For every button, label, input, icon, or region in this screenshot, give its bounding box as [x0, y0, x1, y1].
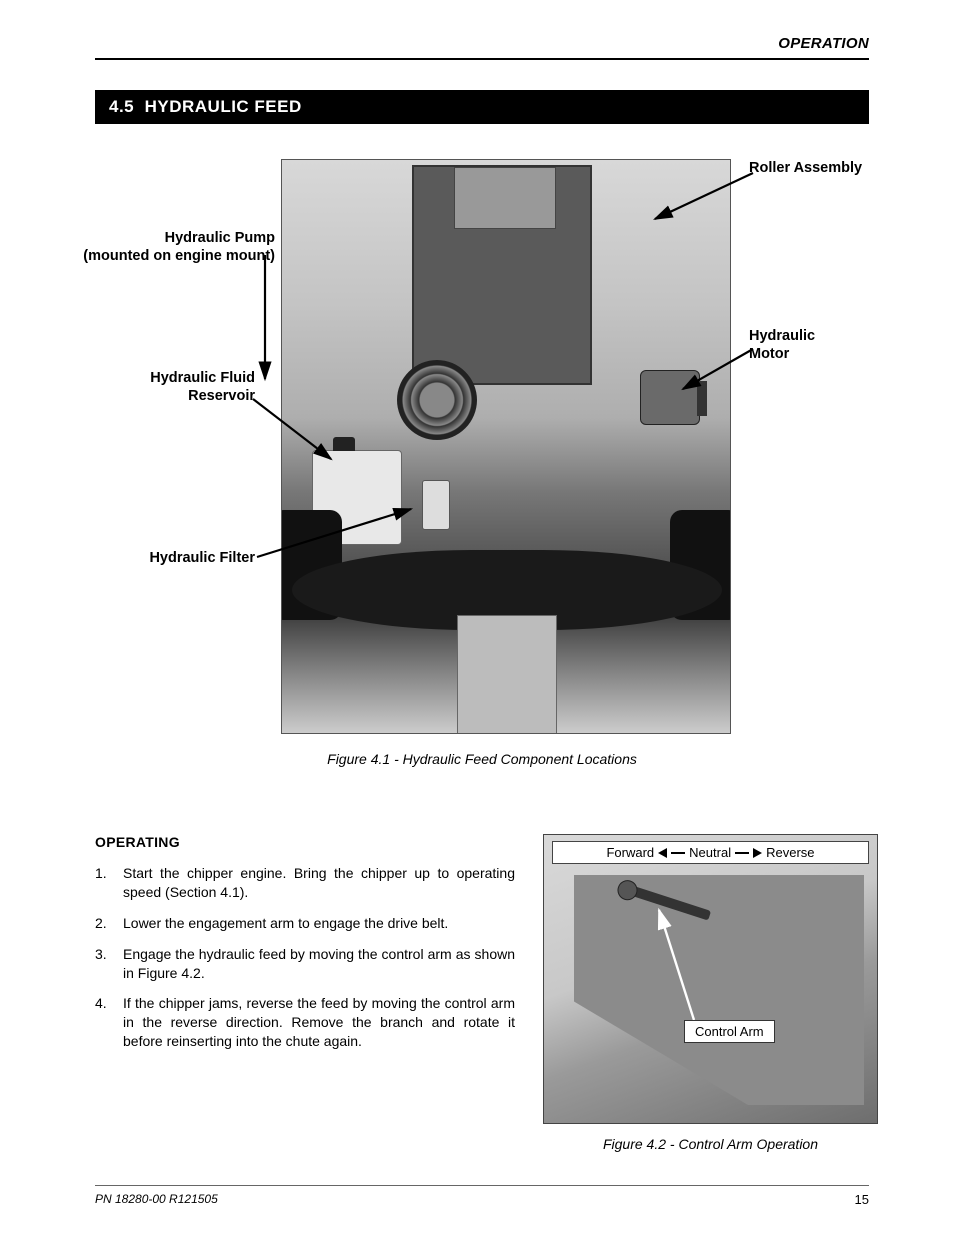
figure-2-photo: Forward Neutral Reverse Control Arm — [543, 834, 878, 1124]
page-footer: PN 18280-00 R121505 15 — [95, 1185, 869, 1207]
figure-2-caption: Figure 4.2 - Control Arm Operation — [543, 1136, 878, 1152]
callout-hydraulic-motor-l1: Hydraulic — [749, 327, 869, 345]
header-section-label: OPERATION — [95, 35, 869, 52]
operating-step: If the chipper jams, reverse the feed by… — [95, 994, 515, 1051]
section-number: 4.5 — [109, 97, 134, 116]
figure-2-column: Forward Neutral Reverse Control Arm Figu… — [543, 834, 878, 1152]
operating-step: Start the chipper engine. Bring the chip… — [95, 864, 515, 902]
figure-1-area: Roller Assembly Hydraulic Pump (mounted … — [95, 159, 869, 799]
operating-step: Lower the engagement arm to engage the d… — [95, 914, 515, 933]
figure-1-caption: Figure 4.1 - Hydraulic Feed Component Lo… — [95, 751, 869, 767]
callout-fluid-reservoir-l2: Reservoir — [55, 387, 255, 405]
callout-fluid-reservoir-l1: Hydraulic Fluid — [55, 369, 255, 387]
section-title: HYDRAULIC FEED — [145, 97, 302, 116]
figure-2-arrow — [544, 835, 878, 1124]
callout-fluid-reservoir: Hydraulic Fluid Reservoir — [55, 369, 255, 405]
callout-hydraulic-motor: Hydraulic Motor — [749, 327, 869, 363]
section-heading-bar: 4.5 HYDRAULIC FEED — [95, 90, 869, 124]
footer-page-number: 15 — [855, 1192, 869, 1207]
header-rule — [95, 58, 869, 60]
figure-1-photo — [281, 159, 731, 734]
callout-hydraulic-filter: Hydraulic Filter — [55, 549, 255, 567]
callout-hydraulic-motor-l2: Motor — [749, 345, 869, 363]
control-arm-label-box: Control Arm — [684, 1020, 775, 1043]
callout-hydraulic-pump: Hydraulic Pump (mounted on engine mount) — [55, 229, 275, 265]
callout-hydraulic-pump-l2: (mounted on engine mount) — [55, 247, 275, 265]
callout-hydraulic-pump-l1: Hydraulic Pump — [55, 229, 275, 247]
callout-roller-assembly: Roller Assembly — [749, 159, 909, 177]
operating-steps-list: Start the chipper engine. Bring the chip… — [95, 864, 515, 1051]
operating-column: OPERATING Start the chipper engine. Brin… — [95, 834, 515, 1152]
operating-heading: OPERATING — [95, 834, 515, 850]
operating-step: Engage the hydraulic feed by moving the … — [95, 945, 515, 983]
footer-part-number: PN 18280-00 R121505 — [95, 1192, 218, 1207]
